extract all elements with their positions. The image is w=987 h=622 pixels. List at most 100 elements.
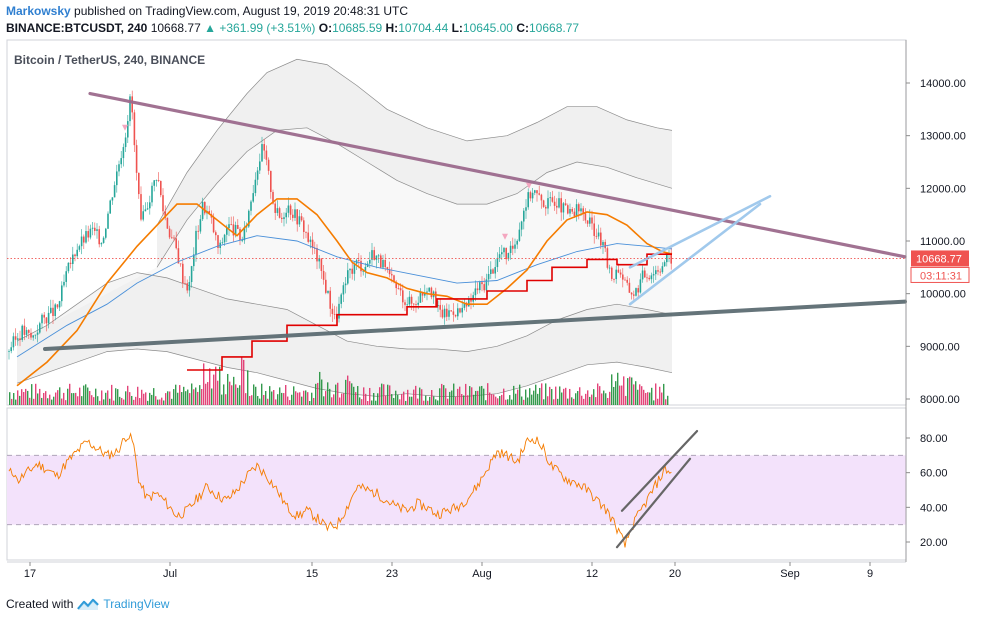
volume-bar <box>571 397 573 405</box>
candle-body <box>61 285 63 302</box>
volume-bar <box>469 386 471 405</box>
channel-band-upper <box>157 59 672 268</box>
volume-bar <box>197 391 199 405</box>
candle-body <box>212 217 215 233</box>
volume-bar <box>27 390 29 405</box>
volume-bar <box>13 393 15 405</box>
candle-body <box>641 270 644 280</box>
candle-body <box>404 302 406 305</box>
volume-bar <box>391 394 393 405</box>
volume-bar <box>73 393 75 405</box>
volume-bar <box>9 392 11 405</box>
volume-bar <box>563 388 565 405</box>
volume-bar <box>409 396 411 405</box>
candle-body <box>265 150 268 160</box>
tradingview-brand[interactable]: TradingView <box>103 597 170 611</box>
volume-bar <box>531 394 533 405</box>
volume-bar <box>249 396 251 405</box>
candle-body <box>646 277 648 279</box>
signal-marker <box>122 124 128 131</box>
candle-body <box>199 219 202 232</box>
volume-bar <box>323 396 325 405</box>
low-label: L: <box>451 21 463 35</box>
candle-body <box>52 307 54 317</box>
candle-body <box>85 231 87 243</box>
volume-bar <box>521 396 523 405</box>
volume-bar <box>327 382 329 405</box>
ema-red-step-line <box>187 253 672 371</box>
candle-body <box>347 270 349 284</box>
price-layer <box>8 58 673 405</box>
candle-body <box>580 208 582 212</box>
volume-bar <box>653 400 655 405</box>
candle-body <box>221 242 224 244</box>
volume-bar <box>403 391 405 405</box>
candle-body <box>45 317 48 324</box>
volume-bar <box>351 383 353 405</box>
volume-bar <box>23 392 25 405</box>
candle-body <box>118 164 120 172</box>
volume-bar <box>211 388 213 405</box>
volume-bar <box>87 387 89 405</box>
volume-bar <box>191 383 193 405</box>
volume-bar <box>133 399 135 405</box>
volume-bar <box>139 398 141 405</box>
volume-bar <box>165 393 167 405</box>
volume-bar <box>75 392 77 405</box>
volume-bar <box>93 397 95 405</box>
volume-bar <box>355 392 357 405</box>
candle-body <box>41 314 43 324</box>
volume-bar <box>155 396 157 405</box>
time-tick-label: Sep <box>780 568 800 580</box>
candle-body <box>450 310 452 312</box>
candle-body <box>573 211 576 217</box>
volume-bar <box>203 363 205 405</box>
volume-bar <box>529 388 531 405</box>
volume-bar <box>161 397 163 405</box>
volume-bar <box>217 380 219 405</box>
volume-bar <box>451 390 453 405</box>
volume-bar <box>473 394 475 405</box>
candle-body <box>226 228 228 235</box>
candle-body <box>463 302 466 308</box>
volume-bar <box>319 371 321 405</box>
volume-bar <box>51 399 53 405</box>
candle-body <box>470 299 472 302</box>
volume-bar <box>379 387 381 405</box>
candle-body <box>600 232 602 246</box>
candle-body <box>10 347 12 352</box>
volume-bar <box>207 382 209 405</box>
candle-body <box>309 239 312 242</box>
candle-body <box>333 313 336 315</box>
price-chart[interactable]: Bitcoin / TetherUS, 240, BINANCE 14000.00… <box>0 0 987 592</box>
candle-body <box>32 335 34 338</box>
volume-bar <box>413 389 415 405</box>
volume-bar <box>443 385 445 405</box>
candle-body <box>523 210 525 222</box>
volume-bar <box>181 392 183 405</box>
volume-bar <box>635 381 637 405</box>
candle-body <box>575 204 578 217</box>
candle-body <box>8 351 10 352</box>
price-tick-label: 10000.00 <box>920 289 966 301</box>
candle-body <box>162 195 164 212</box>
volume-bar <box>477 390 479 405</box>
author-name[interactable]: Markowsky <box>6 4 71 18</box>
candle-body <box>122 147 125 159</box>
volume-bar <box>495 396 497 405</box>
volume-bar <box>127 385 129 405</box>
candle-body <box>421 292 424 296</box>
candle-body <box>364 266 367 271</box>
volume-bar <box>159 399 161 405</box>
candle-body <box>439 305 441 310</box>
volume-bar <box>293 386 295 405</box>
volume-bar <box>167 391 169 405</box>
candle-body <box>637 288 639 293</box>
volume-bar <box>349 381 351 405</box>
volume-bar <box>269 386 271 405</box>
low-value: 10645.00 <box>462 21 513 35</box>
candle-body <box>175 238 177 249</box>
volume-bar <box>241 356 243 405</box>
volume-bar <box>425 395 427 405</box>
candle-body <box>503 247 505 253</box>
